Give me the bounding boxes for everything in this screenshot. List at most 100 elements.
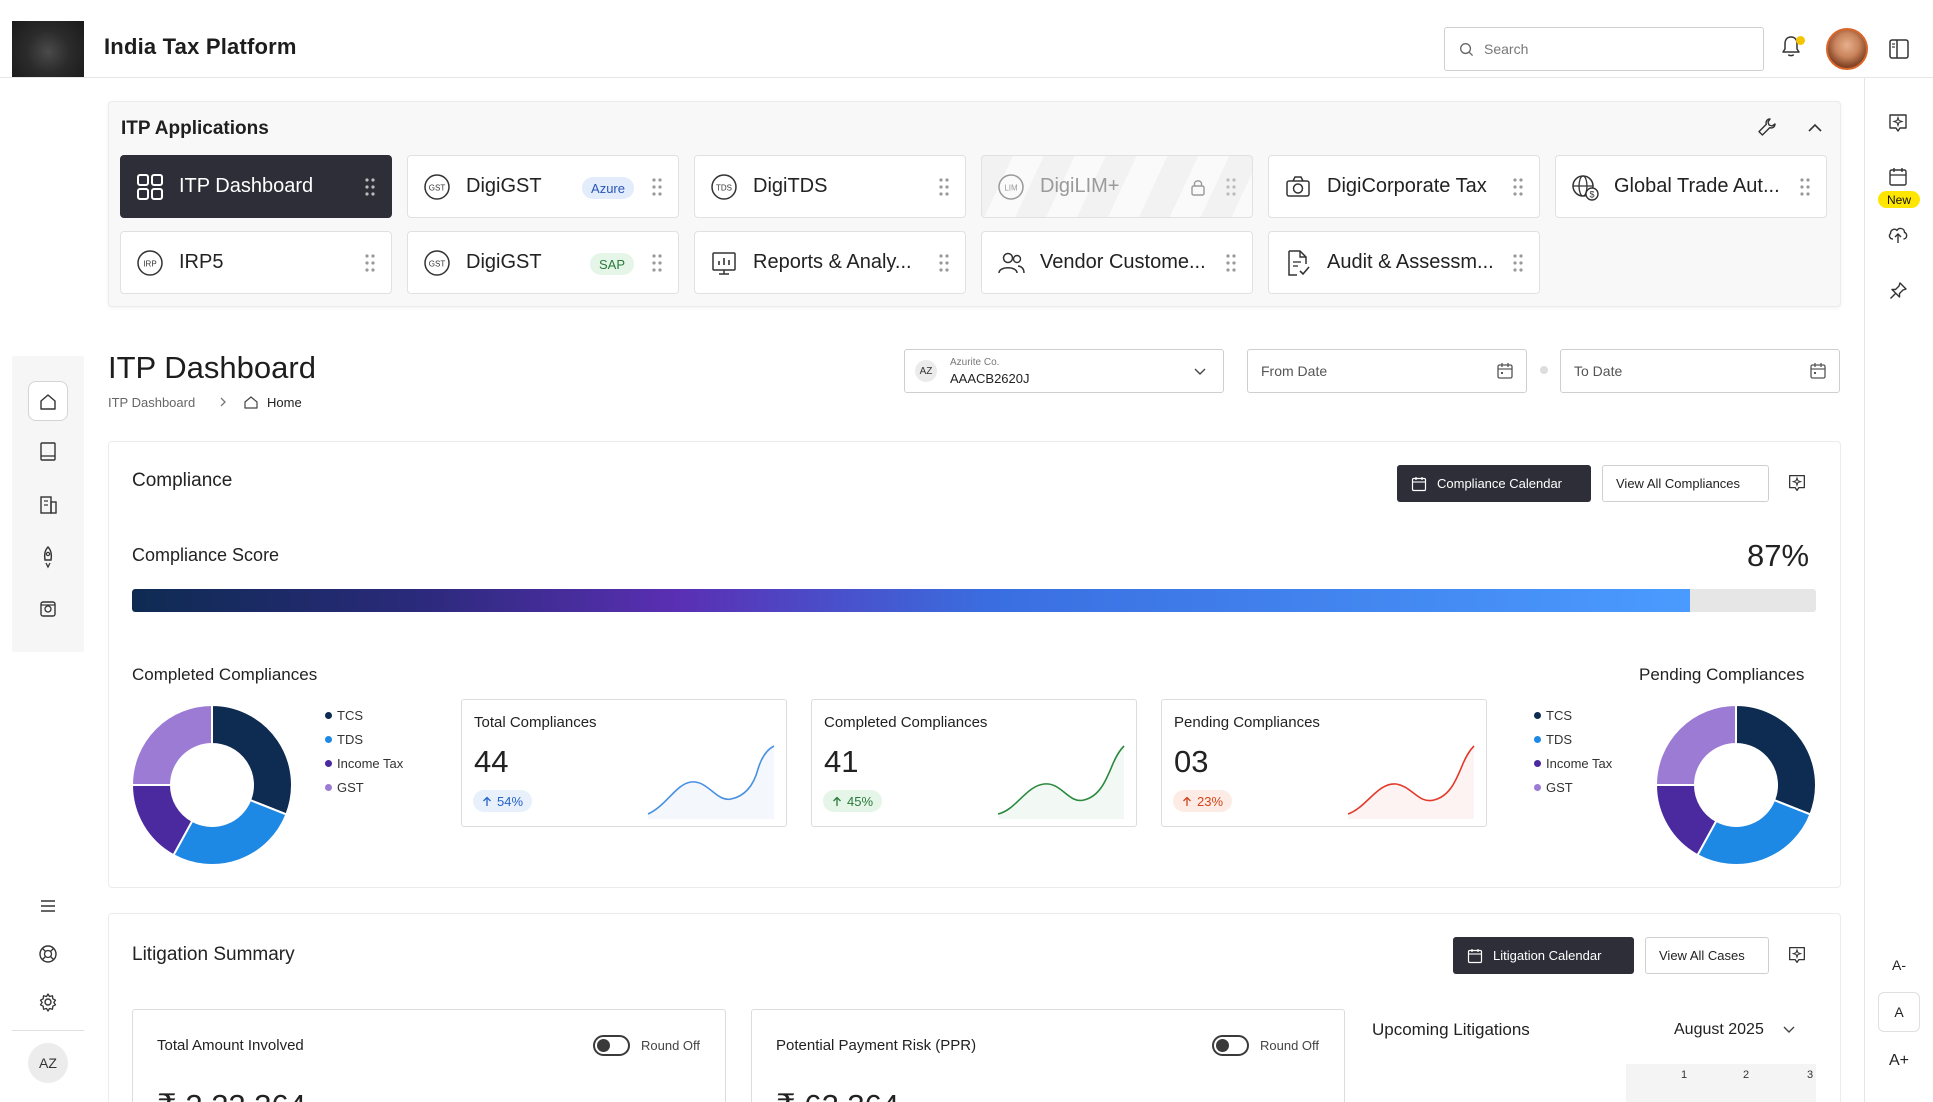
user-initials-avatar[interactable]: AZ bbox=[28, 1043, 68, 1083]
entity-selector[interactable] bbox=[904, 349, 1224, 393]
app-tile-global-trade[interactable]: $ Global Trade Aut... bbox=[1555, 155, 1827, 218]
app-tile-digitds[interactable]: TDS DigiTDS bbox=[694, 155, 966, 218]
app-tile-digigst-sap[interactable]: GST DigiGST SAP bbox=[407, 231, 679, 294]
book-icon[interactable] bbox=[34, 440, 62, 464]
stat-card-pending[interactable]: Pending Compliances 03 23% bbox=[1161, 699, 1487, 827]
arrow-up-icon bbox=[833, 796, 841, 806]
total-amount-value: ₹ 2,22,364 bbox=[157, 1088, 306, 1102]
side-panel-toggle-icon[interactable] bbox=[1888, 38, 1910, 60]
ai-sparkle-icon[interactable] bbox=[1786, 944, 1808, 966]
nav-home-button[interactable] bbox=[28, 381, 68, 421]
drag-handle-icon[interactable] bbox=[365, 178, 375, 196]
right-rail-divider bbox=[1864, 78, 1865, 1102]
help-lifebuoy-icon[interactable] bbox=[34, 943, 62, 965]
chevron-up-icon[interactable] bbox=[1805, 118, 1825, 138]
calendar-day[interactable]: 1 bbox=[1681, 1069, 1688, 1081]
lock-icon bbox=[1190, 178, 1206, 196]
app-tile-label: DigiTDS bbox=[753, 175, 828, 197]
app-tile-reports-analytics[interactable]: Reports & Analy... bbox=[694, 231, 966, 294]
legend-item: GST bbox=[1534, 775, 1612, 799]
drag-handle-icon[interactable] bbox=[939, 254, 949, 272]
chevron-down-icon[interactable] bbox=[1192, 365, 1208, 379]
search-box[interactable] bbox=[1444, 27, 1764, 71]
stat-title: Pending Compliances bbox=[1174, 714, 1320, 731]
tools-icon[interactable] bbox=[34, 597, 62, 621]
app-tile-audit-assessment[interactable]: Audit & Assessm... bbox=[1268, 231, 1540, 294]
calendar-icon[interactable] bbox=[1887, 166, 1909, 188]
view-all-compliances-button[interactable]: View All Compliances bbox=[1602, 465, 1769, 502]
drag-handle-icon[interactable] bbox=[1513, 178, 1523, 196]
calendar-icon bbox=[1467, 948, 1483, 963]
gst-icon: GST bbox=[422, 172, 452, 202]
drag-handle-icon[interactable] bbox=[1226, 178, 1236, 196]
app-tile-label: DigiLIM+ bbox=[1040, 175, 1120, 197]
search-input[interactable] bbox=[1484, 41, 1744, 57]
litigation-calendar-button[interactable]: Litigation Calendar bbox=[1453, 937, 1634, 974]
app-tile-label: ITP Dashboard bbox=[179, 175, 314, 197]
app-tile-digigst-azure[interactable]: GST DigiGST Azure bbox=[407, 155, 679, 218]
round-off-toggle[interactable] bbox=[1212, 1035, 1249, 1056]
menu-icon[interactable] bbox=[34, 895, 62, 917]
view-all-cases-button[interactable]: View All Cases bbox=[1645, 937, 1769, 974]
round-off-toggle[interactable] bbox=[593, 1035, 630, 1056]
sparkline-area bbox=[998, 746, 1124, 819]
calendar-icon[interactable] bbox=[1496, 362, 1514, 380]
building-icon[interactable] bbox=[34, 493, 62, 517]
calendar-day[interactable]: 2 bbox=[1743, 1069, 1750, 1081]
stat-trend-value: 54% bbox=[497, 793, 524, 809]
compliance-score-fill bbox=[132, 589, 1690, 612]
home-icon[interactable] bbox=[34, 390, 62, 414]
legend-label: TDS bbox=[337, 731, 363, 747]
drag-handle-icon[interactable] bbox=[1513, 254, 1523, 272]
notification-bell-icon[interactable] bbox=[1780, 34, 1802, 58]
user-avatar[interactable] bbox=[1826, 28, 1868, 70]
calendar-day[interactable]: 3 bbox=[1807, 1069, 1814, 1081]
app-tile-irp5[interactable]: IRP IRP5 bbox=[120, 231, 392, 294]
stat-card-completed[interactable]: Completed Compliances 41 45% bbox=[811, 699, 1137, 827]
app-tile-label: DigiGST bbox=[466, 175, 542, 197]
app-tile-digilim-locked[interactable]: LIM DigiLIM+ bbox=[981, 155, 1253, 218]
pending-donut-chart bbox=[1656, 705, 1816, 865]
settings-gear-icon[interactable] bbox=[34, 991, 62, 1013]
users-icon bbox=[996, 248, 1026, 278]
irp-icon: IRP bbox=[135, 248, 165, 278]
rocket-icon[interactable] bbox=[34, 545, 62, 569]
wrench-icon[interactable] bbox=[1756, 116, 1778, 138]
compliance-calendar-button[interactable]: Compliance Calendar bbox=[1397, 465, 1591, 502]
from-date-field[interactable]: From Date bbox=[1247, 349, 1527, 393]
total-amount-title: Total Amount Involved bbox=[157, 1037, 304, 1054]
drag-handle-icon[interactable] bbox=[365, 254, 375, 272]
calendar-icon[interactable] bbox=[1809, 362, 1827, 380]
pin-icon[interactable] bbox=[1887, 280, 1909, 302]
to-date-field[interactable]: To Date bbox=[1560, 349, 1840, 393]
pending-compliances-title: Pending Compliances bbox=[1639, 665, 1805, 684]
ai-sparkle-icon[interactable] bbox=[1886, 111, 1910, 135]
chevron-down-icon[interactable] bbox=[1782, 1024, 1796, 1036]
drag-handle-icon[interactable] bbox=[1226, 254, 1236, 272]
ai-sparkle-icon[interactable] bbox=[1786, 472, 1808, 494]
drag-handle-icon[interactable] bbox=[652, 178, 662, 196]
round-off-label: Round Off bbox=[641, 1038, 701, 1053]
cloud-upload-icon[interactable] bbox=[1886, 223, 1910, 245]
chevron-right-icon bbox=[217, 396, 229, 408]
font-decrease-button[interactable]: A- bbox=[1892, 957, 1906, 973]
entity-initials-badge: AZ bbox=[915, 360, 937, 382]
brand-logo[interactable] bbox=[12, 21, 84, 77]
app-tile-itp-dashboard[interactable]: ITP Dashboard bbox=[120, 155, 392, 218]
breadcrumb-item[interactable]: ITP Dashboard bbox=[108, 395, 196, 410]
mini-calendar bbox=[1626, 1064, 1816, 1102]
drag-handle-icon[interactable] bbox=[652, 254, 662, 272]
font-increase-button[interactable]: A+ bbox=[1888, 1052, 1909, 1069]
legend-label: TCS bbox=[337, 707, 363, 723]
app-tile-digicorporate-tax[interactable]: DigiCorporate Tax bbox=[1268, 155, 1540, 218]
completed-legend: TCS TDS Income Tax GST bbox=[325, 703, 403, 799]
font-normal-button[interactable]: A bbox=[1878, 992, 1920, 1032]
sparkline-area bbox=[648, 746, 774, 819]
camera-icon bbox=[1283, 172, 1313, 202]
drag-handle-icon[interactable] bbox=[1800, 178, 1810, 196]
app-tile-vendor-customer[interactable]: Vendor Custome... bbox=[981, 231, 1253, 294]
drag-handle-icon[interactable] bbox=[939, 178, 949, 196]
stat-trend-value: 45% bbox=[847, 793, 874, 809]
month-selector[interactable]: August 2025 bbox=[1674, 1021, 1764, 1038]
stat-card-total[interactable]: Total Compliances 44 54% bbox=[461, 699, 787, 827]
